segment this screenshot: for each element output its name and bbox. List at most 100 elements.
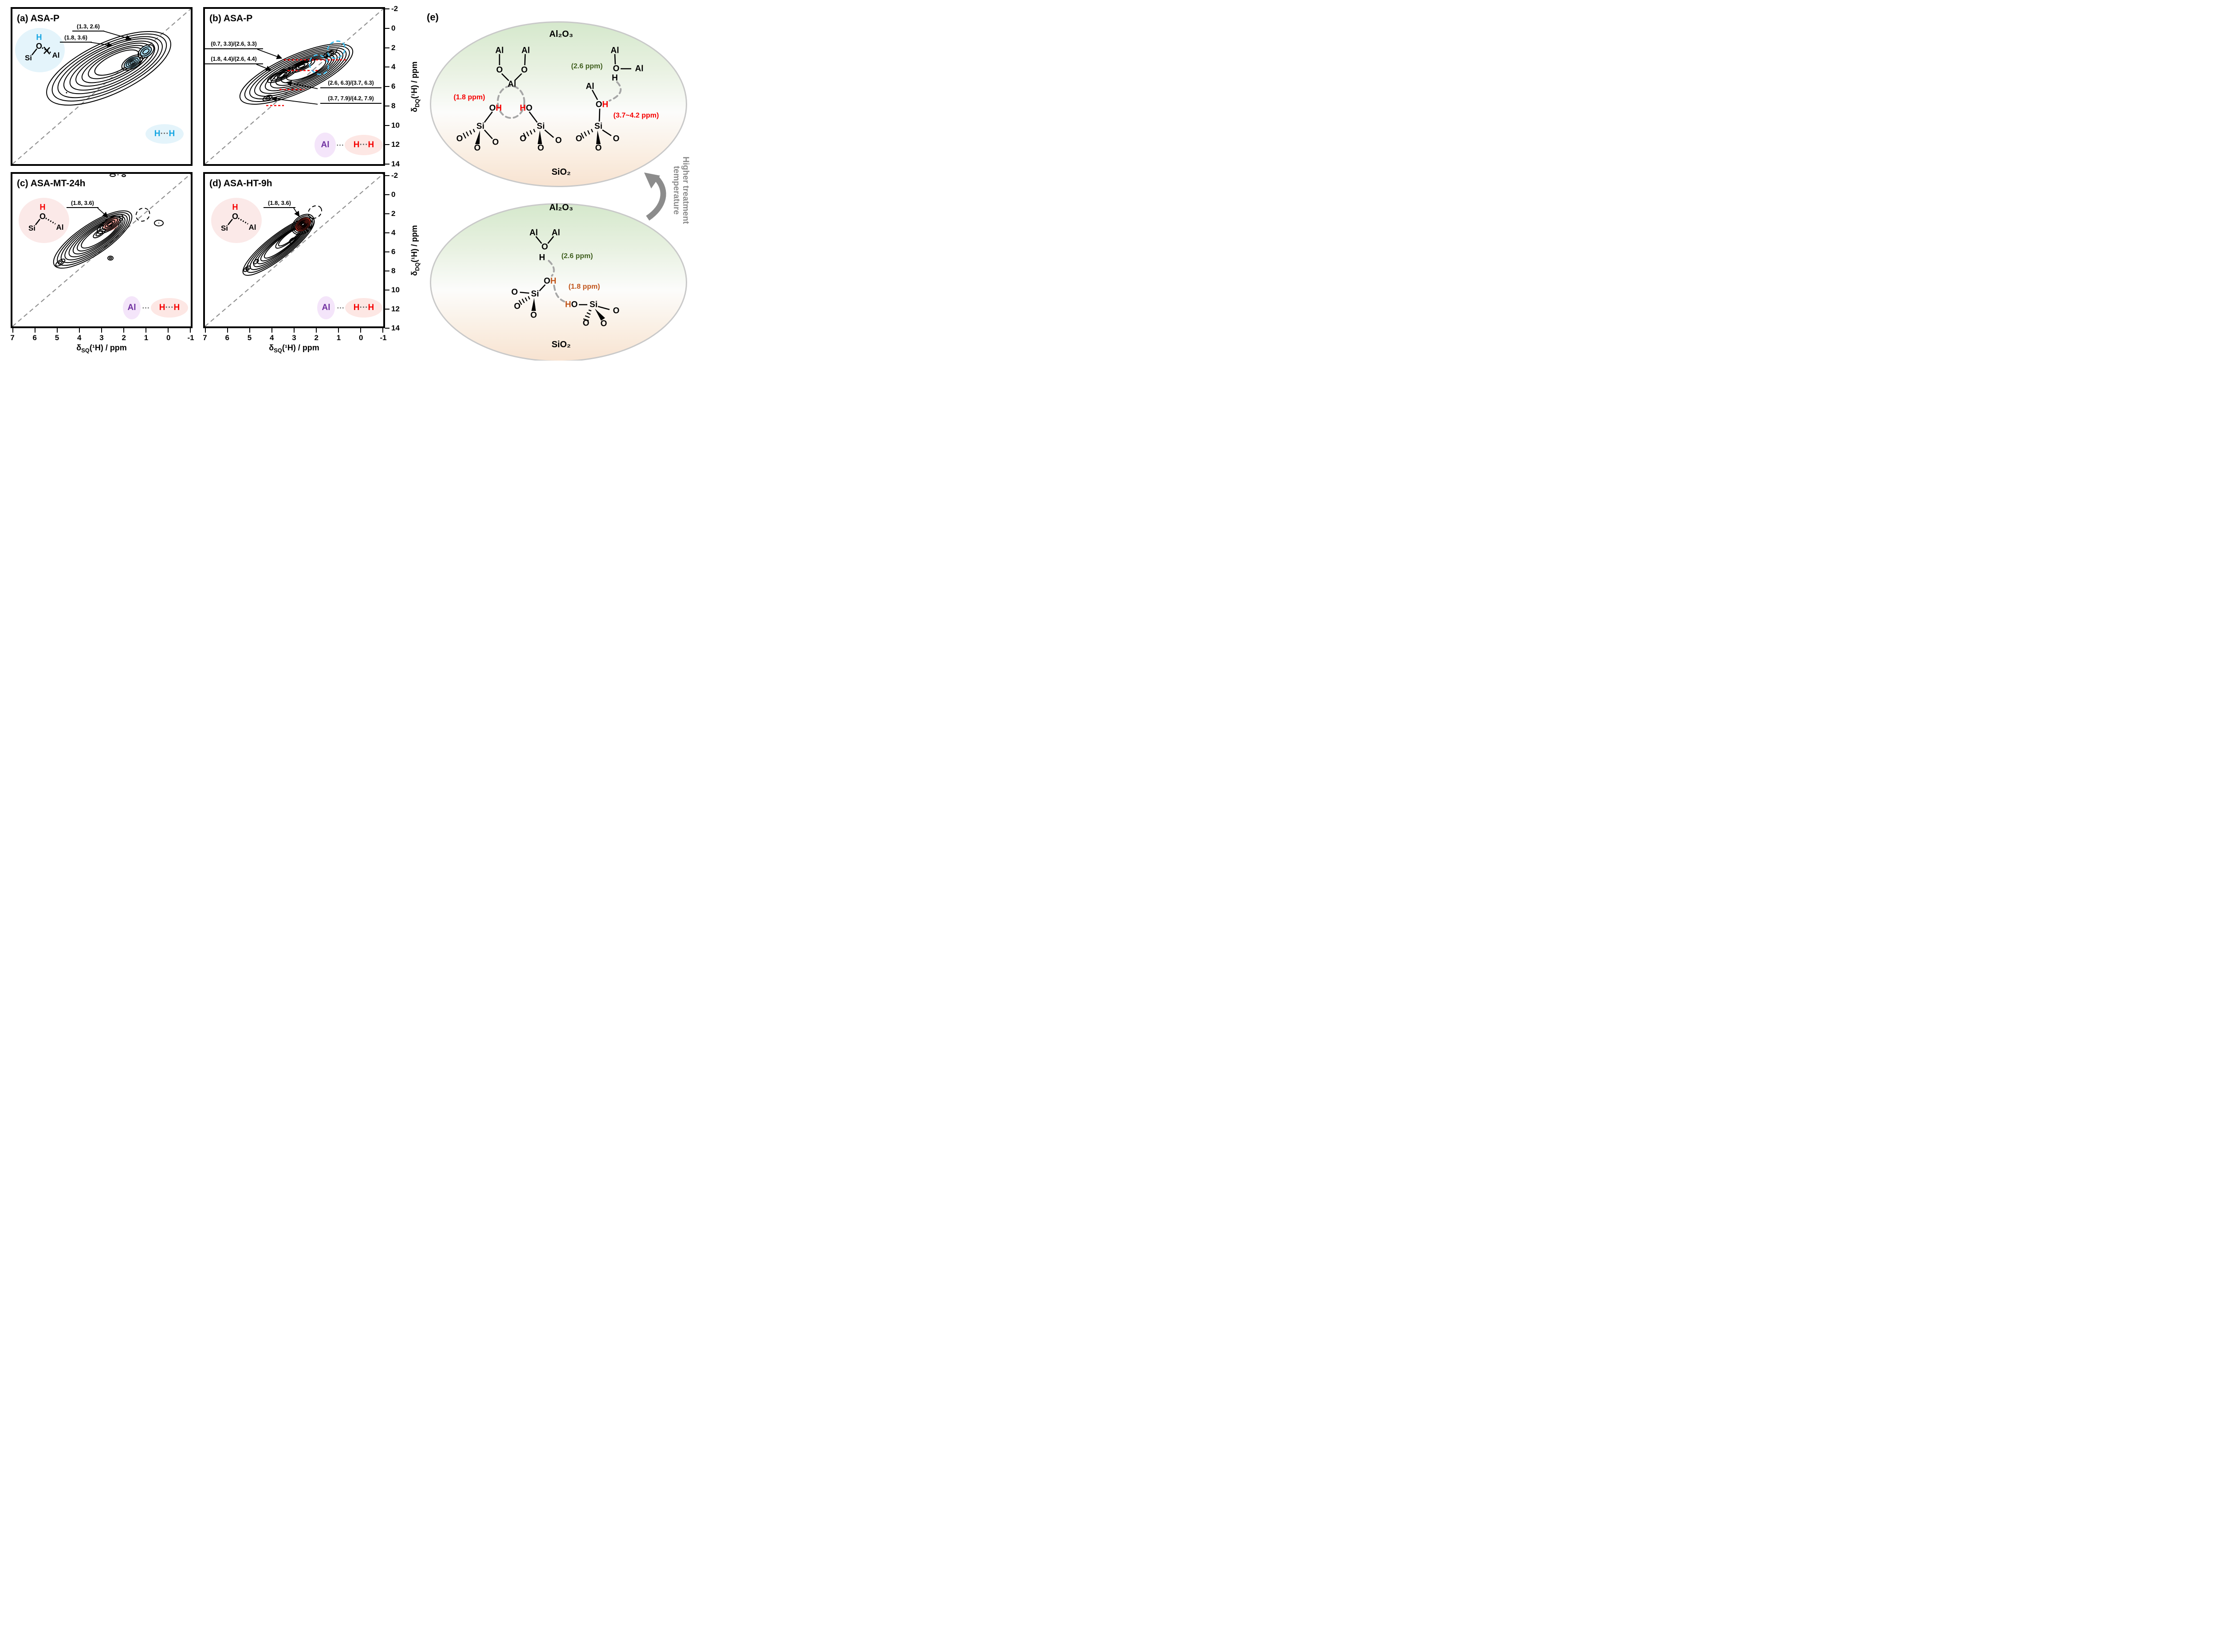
inset-molecule-si-oh-al: H O Si Al	[19, 198, 69, 243]
legend-dots: ···	[165, 303, 174, 312]
peak-1p8-3p6	[121, 54, 143, 71]
inset-atom-al: Al	[52, 51, 60, 59]
atom-h: H	[519, 103, 526, 113]
y-axis-ticks-d	[385, 175, 389, 329]
atom-o: O	[571, 300, 578, 310]
legend-h-label: H	[368, 140, 374, 149]
silica-label-bottom: SiO₂	[551, 340, 571, 349]
atom-si: Si	[537, 122, 545, 131]
legend-al-label: Al	[321, 140, 330, 149]
annotation-b4: (3.7, 7.9)/(4.2, 7.9)	[320, 95, 381, 104]
panel-d-contours: H O Si Al	[205, 174, 383, 326]
alumina-label-top: Al₂O₃	[549, 29, 573, 39]
panel-a-plot: H O Si Al	[11, 7, 193, 166]
inset-atom-o: O	[39, 212, 46, 221]
x-axis-title-d: δSQ(¹H) / ppm	[269, 343, 319, 354]
atom-h-green: H	[612, 73, 618, 83]
atom-al: Al	[521, 46, 530, 55]
inset-atom-h: H	[232, 203, 238, 212]
annotation-b1: (0.7, 3.3)/(2.6, 3.3)	[204, 41, 263, 49]
atom-o: O	[519, 134, 527, 144]
ppm-label-silanol-top: (1.8 ppm)	[453, 94, 485, 101]
higher-treatment-temperature-text: Higher treatment temperature	[672, 156, 690, 224]
lobe-left	[267, 67, 298, 83]
atom-h: H	[602, 100, 609, 110]
alumina-label-bottom: Al₂O₃	[549, 203, 573, 212]
atom-o: O	[489, 103, 496, 113]
panel-e-bottom-ellipse	[430, 203, 687, 361]
legend-dots: ···	[359, 303, 368, 312]
legend-d-separator-dots: ···	[337, 304, 345, 312]
atom-o: O	[613, 134, 620, 144]
y-axis-labels-d: -2 0 2 4 6 8 10 12 14	[391, 171, 400, 332]
x-axis-title-c: δSQ(¹H) / ppm	[76, 343, 127, 354]
ppm-label-silanol-bottom: (1.8 ppm)	[568, 283, 600, 290]
legend-dots: ···	[359, 140, 368, 149]
atom-o: O	[456, 134, 463, 144]
atom-o: O	[511, 287, 518, 297]
annotation-b3: (2.6, 6.3)/(3.7, 6.3)	[320, 80, 381, 88]
atom-o: O	[537, 143, 544, 153]
annotation-c1: (1.8, 3.6)	[67, 200, 98, 208]
inset-atom-o: O	[232, 212, 238, 221]
atom-al: Al	[635, 64, 644, 74]
atom-si: Si	[476, 122, 484, 131]
panel-a-contours: H O Si Al	[12, 9, 191, 164]
atom-o: O	[600, 319, 607, 329]
atom-h: H	[565, 300, 571, 310]
legend-h-label: H	[159, 303, 165, 312]
atom-si: Si	[590, 300, 598, 310]
inset-atom-al: Al	[56, 223, 64, 232]
island-7p9	[262, 94, 273, 102]
y-axis-title-b: δDQ(¹H) / ppm	[410, 61, 421, 112]
atom-si: Si	[594, 122, 602, 131]
legend-b-hh-bubble: H ··· H	[345, 135, 383, 155]
inset-atom-h: H	[36, 33, 42, 42]
legend-al-label: Al	[322, 303, 330, 312]
diagonal-line	[205, 174, 383, 326]
y-axis-labels-b: -2 0 2 4 6 8 10 12 14	[391, 4, 400, 168]
panel-b-contours	[205, 9, 383, 164]
x-axis-ticks-d	[205, 328, 383, 333]
ppm-label-alooh-bottom: (2.6 ppm)	[561, 252, 593, 260]
legend-c-al-bubble: Al	[123, 296, 141, 319]
figure-canvas: H O Si Al	[0, 0, 696, 361]
atom-al: Al	[610, 46, 619, 55]
legend-a-hh-bubble: H ··· H	[146, 124, 184, 144]
inset-atom-o: O	[36, 42, 42, 51]
annotation-d1: (1.8, 3.6)	[263, 200, 295, 208]
legend-h-label: H	[169, 129, 175, 138]
inset-atom-al: Al	[249, 223, 256, 232]
atom-o: O	[613, 306, 620, 316]
diagonal-line	[12, 9, 191, 164]
silanol-ho-bottom: HO	[565, 301, 578, 309]
legend-c-separator-dots: ···	[142, 304, 150, 312]
panel-e-label: (e)	[427, 12, 439, 23]
atom-al: Al	[507, 79, 516, 89]
inset-atom-si: Si	[25, 54, 32, 62]
atom-h-green: H	[539, 253, 545, 263]
atom-al: Al	[551, 228, 560, 238]
silica-label-top: SiO₂	[551, 167, 571, 177]
legend-b-separator-dots: ···	[336, 141, 344, 149]
atom-o: O	[474, 143, 481, 153]
legend-b-al-bubble: Al	[315, 133, 336, 157]
red-dashed-rows	[266, 59, 347, 106]
atom-h: H	[496, 103, 502, 113]
atom-si: Si	[531, 289, 539, 299]
peak-1p3-2p6	[138, 44, 154, 59]
x-axis-labels-d: 7 6 5 4 3 2 1 0 -1	[203, 334, 387, 342]
silanol-oh-bottom: OH	[544, 277, 557, 286]
legend-h-label: H	[368, 303, 374, 312]
annotation-b2: (1.8, 4.4)/(2.6, 4.4)	[204, 56, 263, 64]
atom-al: Al	[495, 46, 504, 55]
legend-d-al-bubble: Al	[317, 296, 335, 319]
atom-o: O	[521, 65, 528, 75]
inset-molecule-si-oh-al: H O Si Al	[211, 198, 262, 243]
cyan-dashed-circle	[307, 205, 322, 219]
atom-o: O	[543, 276, 551, 286]
legend-h-label: H	[154, 129, 161, 138]
atom-o: O	[613, 64, 620, 74]
y-axis-ticks-b	[385, 8, 389, 165]
inset-atom-h: H	[40, 203, 46, 212]
